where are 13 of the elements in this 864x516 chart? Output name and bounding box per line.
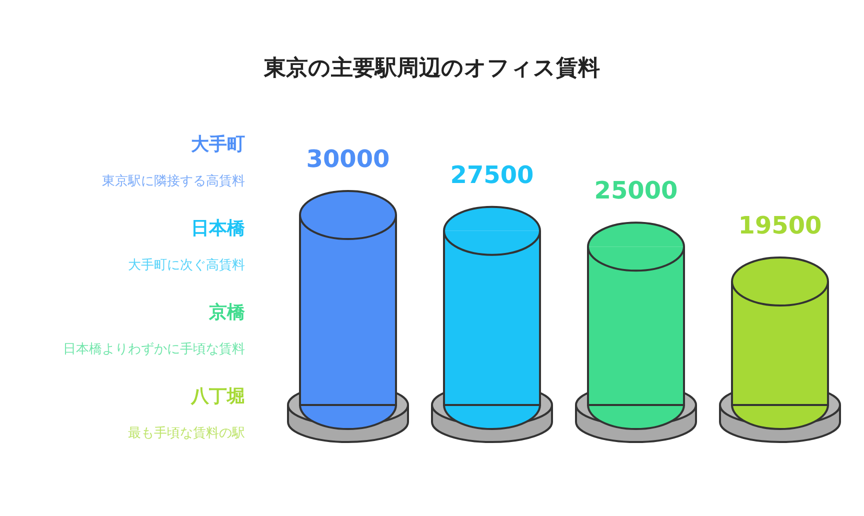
text: 八丁堀 <box>190 386 245 407</box>
text: 日本橋 <box>191 218 246 239</box>
data-label: 30000 <box>306 145 390 173</box>
data-label: 27500 <box>450 160 534 189</box>
data-label: 19500 <box>738 212 822 240</box>
text: 最も手頃な賃料の駅 <box>128 426 245 441</box>
text: 東京駅に隣接する高賃料 <box>102 173 245 189</box>
text: 京橋 <box>208 302 246 323</box>
text: 大手町に次ぐ高賃料 <box>128 257 245 273</box>
text: 日本橋よりわずかに手頃な賃料 <box>63 342 245 357</box>
text: 大手町 <box>190 134 245 155</box>
data-label: 25000 <box>594 176 678 205</box>
chart-title: 東京の主要駅周辺のオフィス賃料 <box>263 55 600 81</box>
